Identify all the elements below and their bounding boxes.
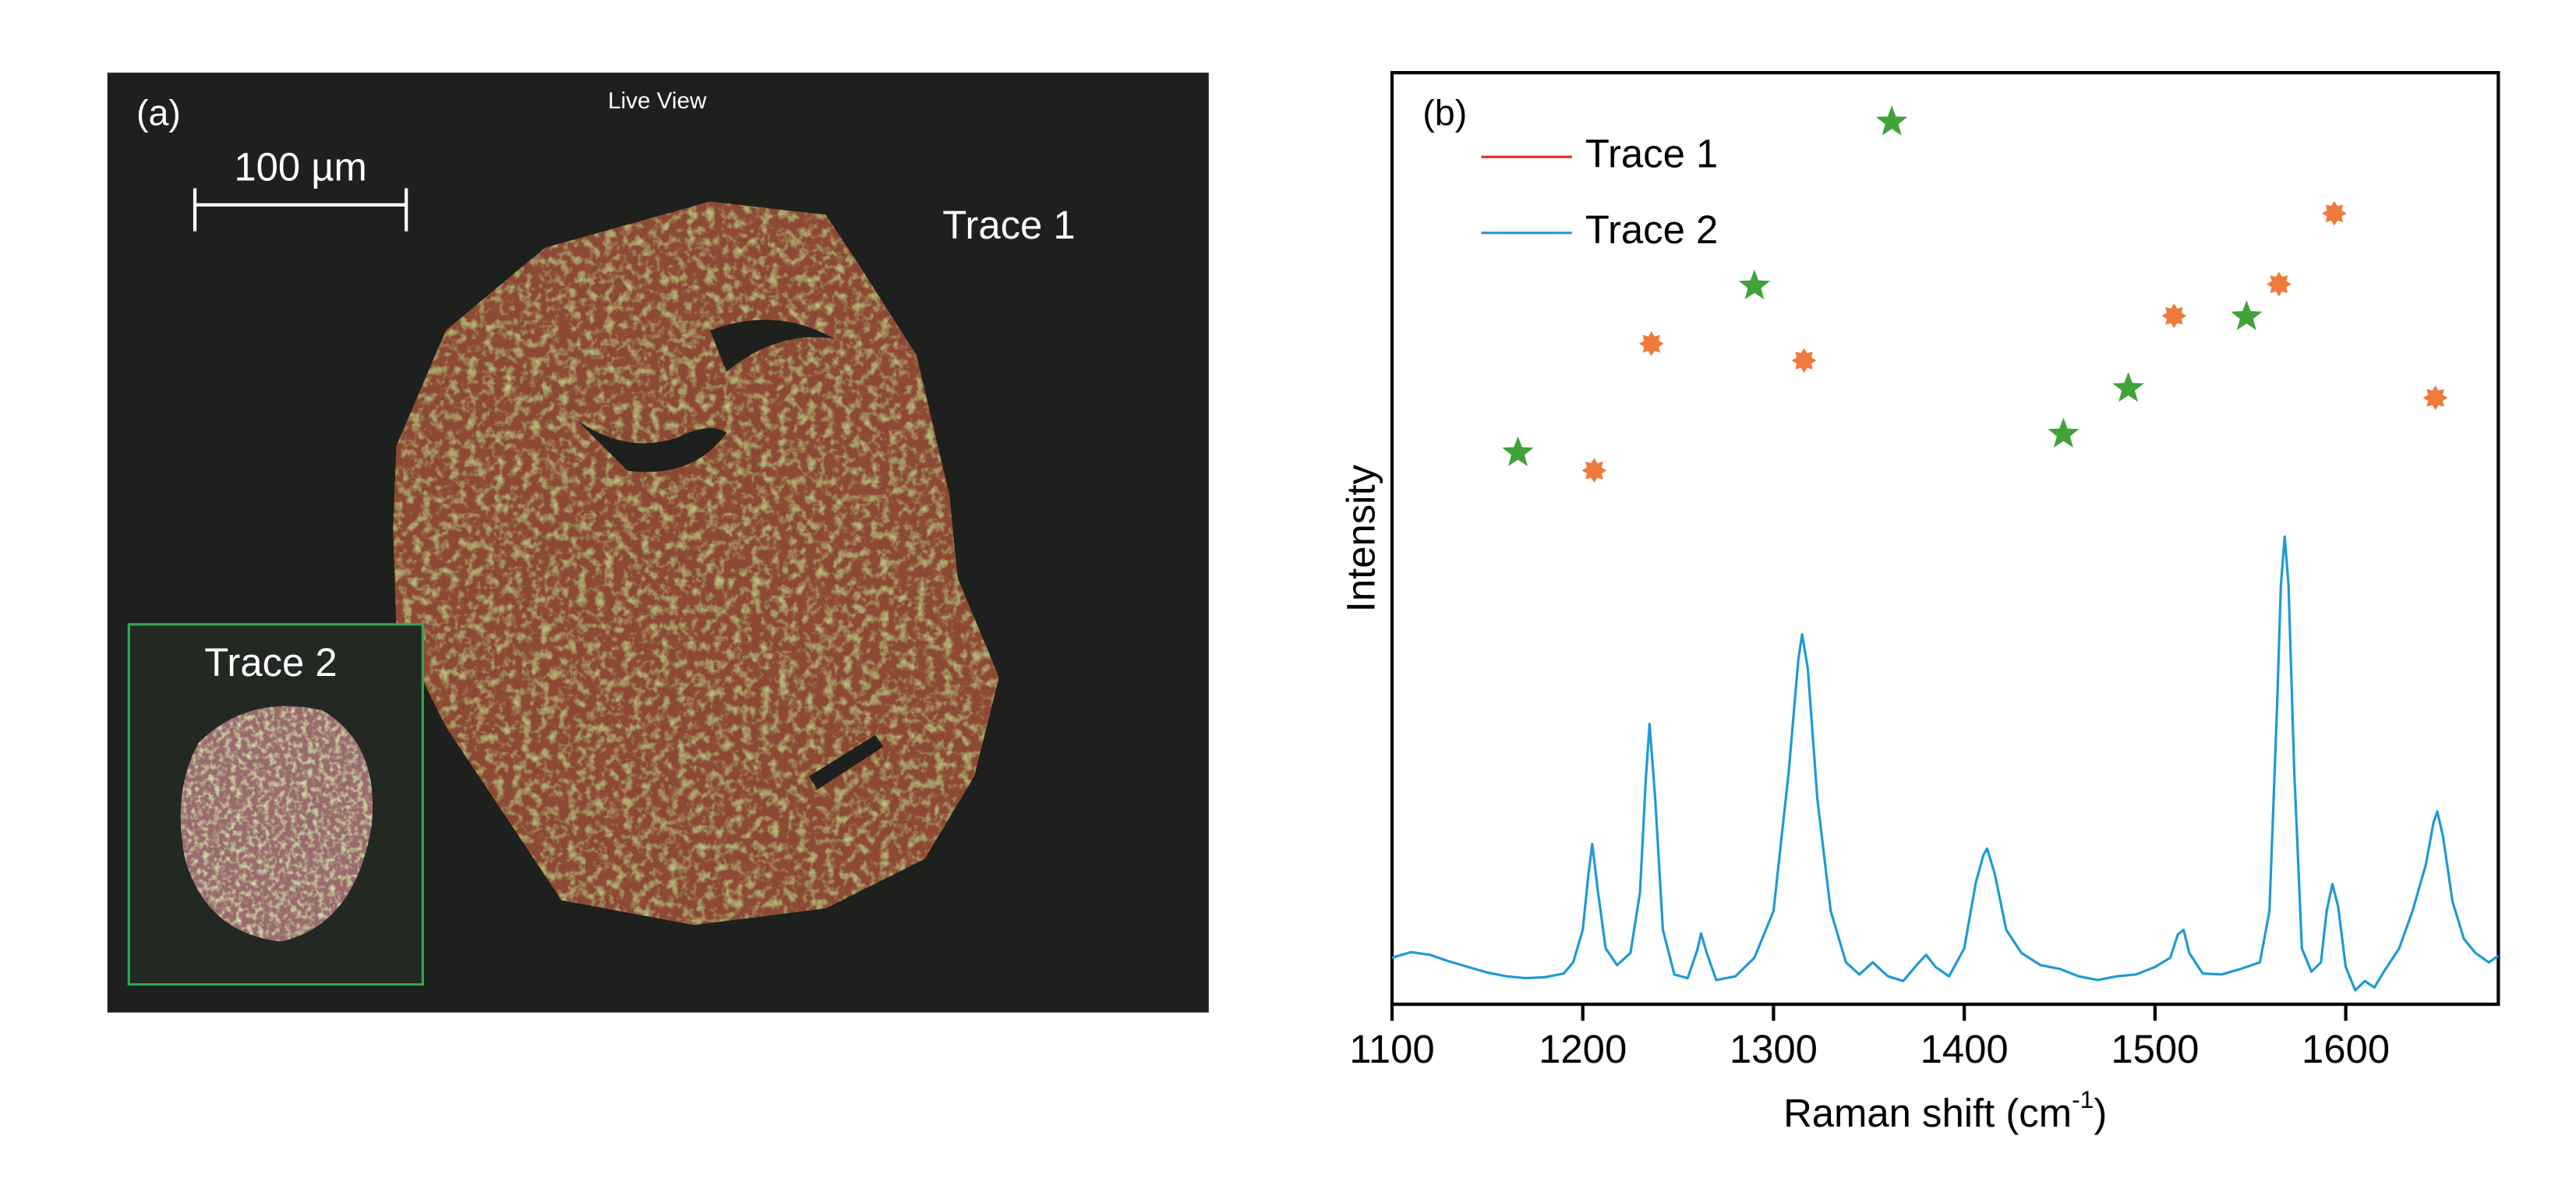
crack [578,421,727,472]
x-axis-label-end: ) [2094,1092,2107,1136]
plot-frame [1390,71,2500,1007]
peak-marker [1581,458,1607,483]
peak-marker [2422,385,2448,411]
spectrum-chart: (b) Raman shift (cm-1) Intensity 1100 120… [1338,71,2500,1136]
x-tick-label: 1300 [1730,1027,1818,1071]
scale-bar [193,188,408,232]
peak-marker [1638,331,1664,356]
peak-marker [2112,372,2144,402]
sample-particle-small [180,706,373,942]
peak-marker [1875,105,1908,136]
legend-label: Trace 1 [1585,132,1718,176]
spectrum-line [1391,535,2500,992]
peak-marker [2267,271,2292,297]
x-axis-label-sup: -1 [2072,1085,2094,1113]
x-tick-label: 1500 [2111,1027,2199,1071]
x-axis-label: Raman shift (cm-1) [1783,1085,2107,1135]
sample-particle [393,201,999,925]
trace-label: Trace 2 [204,640,337,685]
trace-label: Trace 1 [942,203,1075,247]
microscope-panel: (a) Live View 100 µm Trace 1 Trace 2 [107,73,1209,1013]
panel-label: (a) [136,93,181,133]
peak-marker [2161,303,2187,328]
peak-marker [1738,269,1771,299]
peak-marker [1502,436,1534,466]
crack [710,320,834,372]
x-tick-label: 1100 [1349,1027,1434,1071]
peak-marker [2048,417,2080,448]
x-tick-label: 1200 [1539,1027,1627,1071]
legend-label: Trace 2 [1585,207,1718,252]
peak-marker [2231,300,2263,331]
panel-label: (b) [1422,93,1467,133]
crack [809,734,884,790]
x-axis-label-text: Raman shift (cm [1783,1092,2072,1136]
scale-bar-label: 100 µm [234,145,367,189]
peak-marker [2322,200,2347,226]
x-tick-label: 1400 [1921,1027,2009,1071]
view-header: Live View [608,88,707,114]
x-tick-label: 1600 [2302,1027,2390,1071]
y-axis-label: Intensity [1338,464,1383,612]
peak-marker [1791,348,1817,373]
